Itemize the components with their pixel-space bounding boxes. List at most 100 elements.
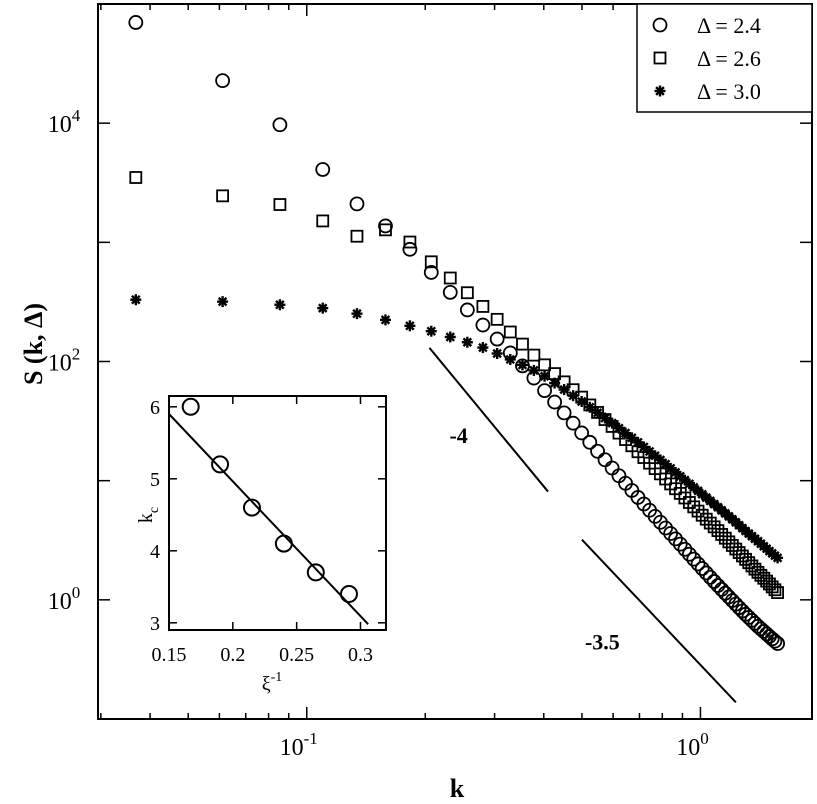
legend: Δ = 2.4 Δ = 2.6 Δ = 3.0 (636, 3, 813, 113)
data-point (695, 508, 709, 522)
inset-frame (168, 395, 387, 631)
data-point (682, 496, 696, 509)
y-axis-label: S (k, Δ) (19, 303, 48, 385)
data-point (702, 569, 718, 585)
x-tick-label: 10-1 (280, 729, 318, 761)
data-point (729, 542, 743, 556)
main-plot: 10-1 100 100 102 104 k S (k, Δ) -4 -3.5 (19, 3, 813, 803)
data-point (503, 325, 517, 339)
data-point (460, 286, 474, 300)
data-point (718, 531, 732, 545)
data-point (672, 536, 688, 552)
data-point (402, 241, 418, 257)
inset-x-tick-label: 0.3 (348, 644, 373, 666)
data-point (539, 370, 551, 382)
inset-fit-line (168, 413, 369, 625)
data-point (442, 284, 458, 300)
data-point (217, 296, 229, 308)
data-point (272, 117, 288, 133)
data-point (694, 561, 710, 576)
data-point (681, 546, 697, 562)
legend-label: Δ = 3.0 (697, 79, 761, 104)
data-point (444, 331, 456, 343)
data-point (515, 358, 530, 374)
data-point (538, 358, 551, 372)
inset-data-point (181, 397, 200, 416)
data-point (273, 198, 287, 211)
data-point (490, 312, 504, 326)
reference-line (581, 538, 737, 704)
data-point (528, 364, 540, 376)
data-point (477, 342, 489, 354)
data-point (128, 15, 144, 30)
data-point (599, 412, 611, 424)
data-point (565, 415, 581, 431)
data-point (274, 299, 286, 311)
x-axis: 10-1 100 (100, 4, 709, 761)
inset-data-point (211, 455, 230, 474)
reference-line-label: -3.5 (585, 630, 620, 655)
data-point (527, 348, 541, 362)
y-axis: 100 102 104 (48, 3, 812, 720)
inset-x-tick-label: 0.15 (152, 644, 187, 666)
reference-line-label: -4 (449, 423, 467, 448)
data-point (443, 271, 457, 285)
data-point (556, 405, 572, 421)
data-point (706, 574, 722, 589)
data-point (350, 229, 364, 243)
data-point (770, 636, 785, 651)
data-point (317, 302, 329, 314)
data-point (584, 401, 596, 413)
data-point (711, 524, 725, 538)
inset-y-tick-label: 3 (150, 613, 160, 635)
inset-plot: 0.15 0.2 0.25 0.3 3 4 5 6 ξ-1 kc (135, 395, 387, 695)
data-point (351, 308, 363, 320)
data-point (768, 583, 782, 597)
series-1 (128, 15, 785, 651)
data-point (129, 171, 143, 184)
data-point (491, 348, 503, 360)
data-point (504, 353, 516, 365)
data-point (315, 162, 331, 177)
data-point (558, 384, 570, 396)
inset-data-point (242, 498, 261, 517)
data-point (537, 383, 552, 398)
data-point (698, 565, 714, 581)
data-point (691, 504, 705, 518)
inset-y-axis-label: kc (135, 507, 162, 523)
reference-line (428, 347, 549, 493)
y-tick-label: 104 (48, 106, 81, 138)
x-tick-label: 100 (676, 729, 709, 761)
data-point (459, 302, 475, 318)
legend-label: Δ = 2.4 (697, 13, 761, 38)
data-point (215, 73, 231, 89)
data-point (767, 633, 783, 649)
inset-data-point (306, 563, 325, 582)
data-point (379, 223, 392, 237)
data-point (130, 294, 142, 306)
data-point (516, 337, 529, 351)
y-tick-label: 102 (48, 345, 81, 377)
inset-x-tick-label: 0.25 (279, 644, 314, 666)
data-point (590, 443, 605, 459)
data-point (725, 539, 739, 552)
reference-line-labels: -4 -3.5 (449, 423, 619, 655)
data-point (668, 531, 683, 547)
data-point (379, 314, 391, 326)
data-point (703, 516, 717, 530)
data-point (516, 359, 528, 371)
data-point (574, 425, 590, 441)
data-point (404, 320, 416, 332)
data-point (423, 265, 439, 280)
legend-marker (652, 17, 668, 33)
data-point (567, 390, 579, 402)
data-point (547, 394, 563, 410)
data-point (686, 551, 702, 567)
data-point (582, 434, 598, 450)
data-point (349, 196, 365, 212)
data-point (687, 500, 701, 514)
data-point (216, 189, 230, 203)
data-point (378, 218, 393, 234)
data-point (772, 552, 784, 564)
